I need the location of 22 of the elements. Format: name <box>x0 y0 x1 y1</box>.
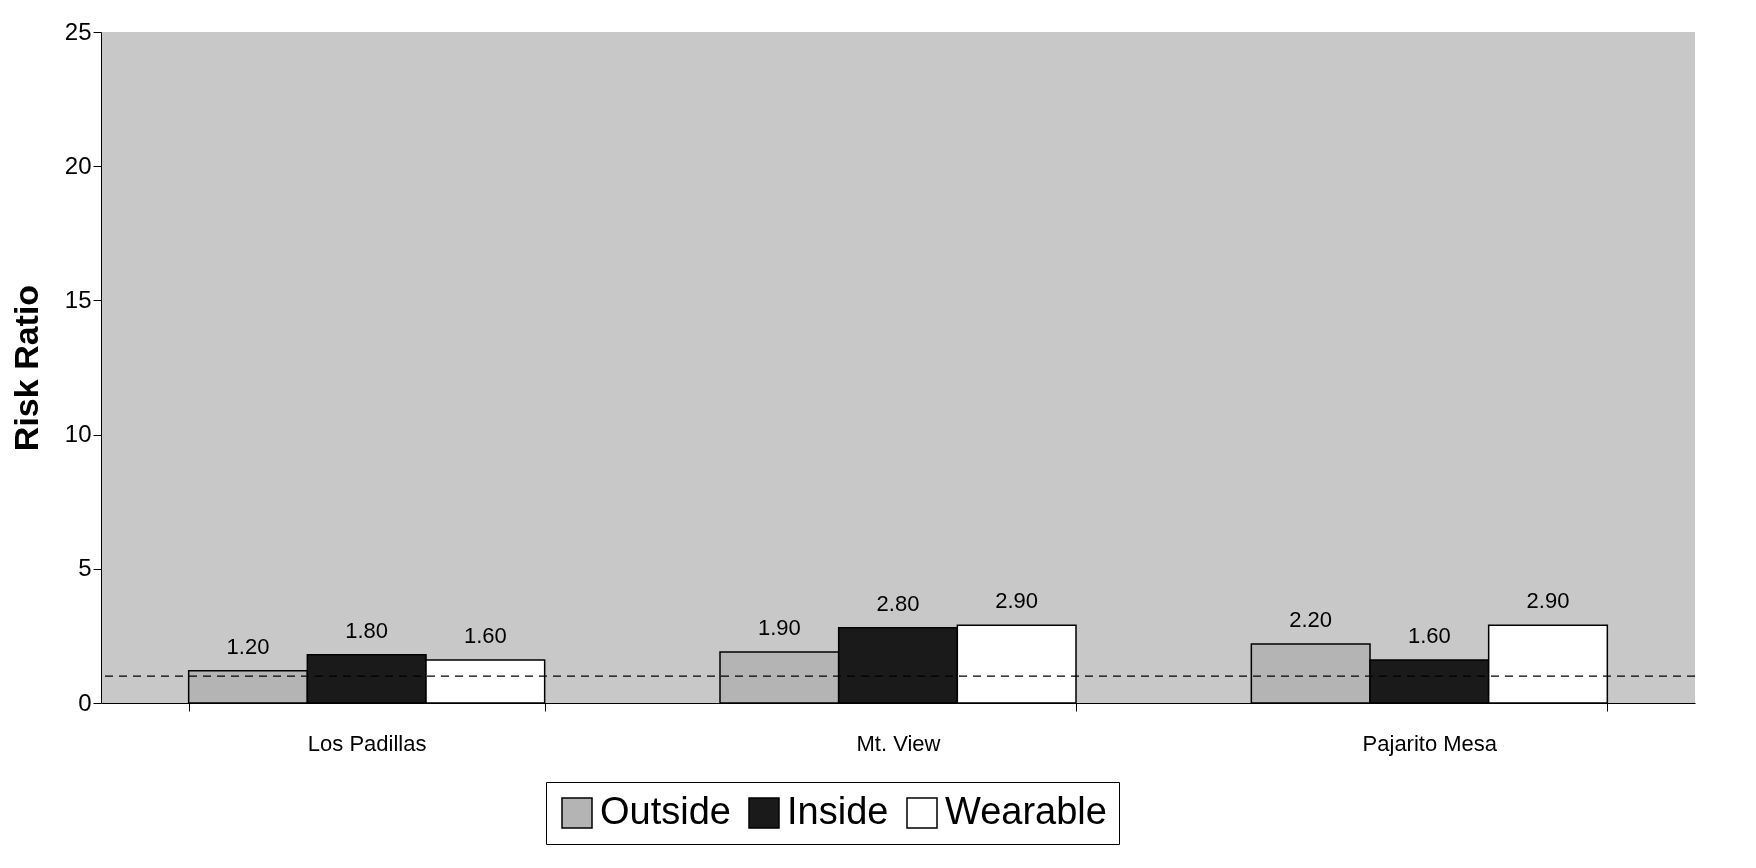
data-label: 1.60 <box>1407 623 1451 649</box>
legend-label: Wearable <box>945 790 1107 832</box>
y-tick-label: 15 <box>64 285 92 313</box>
y-tick-label: 10 <box>64 420 92 448</box>
y-tick-label: 5 <box>78 554 92 582</box>
data-label: 1.20 <box>226 633 270 659</box>
y-tick-label: 20 <box>64 151 92 179</box>
data-label: 1.80 <box>345 617 389 643</box>
y-axis-title: Risk Ratio <box>6 284 45 452</box>
data-label: 1.60 <box>463 623 507 649</box>
x-tick-label: Mt. View <box>856 730 941 756</box>
data-label: 1.90 <box>757 615 801 640</box>
data-label: 2.90 <box>1526 588 1570 614</box>
x-tick-label: Los Padillas <box>307 730 427 756</box>
data-label: 2.20 <box>1289 606 1333 632</box>
data-label: 2.80 <box>876 590 920 616</box>
legend-label: Inside <box>787 790 889 832</box>
legend-label: Outside <box>600 790 731 832</box>
y-tick-label: 0 <box>78 688 92 716</box>
y-tick-label: 25 <box>64 17 92 45</box>
data-label: 2.90 <box>995 588 1039 614</box>
x-tick-label: Pajarito Mesa <box>1362 730 1498 756</box>
